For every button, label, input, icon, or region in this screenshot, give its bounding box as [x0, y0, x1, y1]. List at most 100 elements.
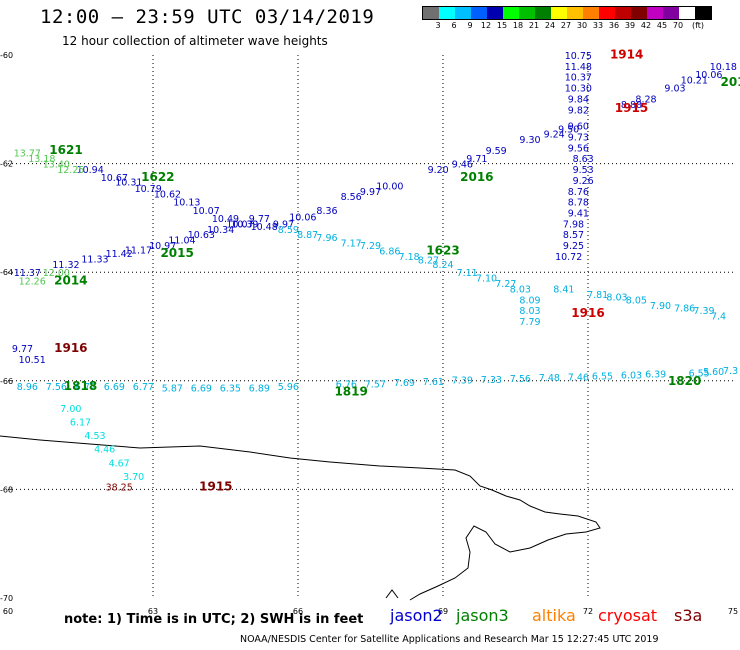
wave-height-label: 7.98	[563, 219, 584, 230]
wave-height-label: 8.05	[626, 295, 647, 306]
wave-height-label: 10.06	[695, 70, 722, 81]
color-scale-tick: 12	[480, 21, 492, 30]
wave-height-label: 10.18	[710, 62, 737, 73]
wave-height-label: 10.37	[565, 73, 592, 84]
color-scale-bar	[422, 6, 712, 20]
pass-number-label: 1622	[141, 170, 174, 184]
wave-height-label: 3.70	[123, 472, 144, 483]
track-jason3-e: 7.00 6.17 4.53 4.46 4.67 3.70	[60, 404, 144, 483]
wave-height-label: 8.96	[17, 382, 38, 393]
wave-height-label: 8.88	[621, 100, 642, 111]
page-title: 12:00 – 23:59 UTC 03/14/2019	[40, 6, 375, 28]
color-scale-ticks: 3 6 9 12 15 18 21 24 27 30 33 36 39 42 45 70 (ft)	[422, 20, 712, 34]
wave-height-label: 9.73	[568, 132, 589, 143]
track-jason2-c: 9.20 9.469.719.59 9.30 9.249.509.60	[428, 122, 589, 176]
wave-height-label: 8.59	[278, 225, 299, 236]
wave-height-label: 9.56	[568, 143, 589, 154]
wave-height-label: 7.96	[316, 233, 337, 244]
wave-height-label: 9.41	[568, 208, 589, 219]
color-scale-cell	[647, 7, 663, 19]
wave-height-label: 13.18	[28, 154, 55, 165]
track-jason2-b: 11.37 11.32 11.3311.4211.1710.9711.0410.63…	[14, 214, 270, 279]
wave-height-label: 6.69	[191, 383, 212, 394]
wave-height-label: 8.24	[432, 260, 453, 271]
wave-height-label: 9.59	[486, 146, 507, 157]
wave-height-label: 10.97	[149, 241, 176, 252]
wave-height-label: 8.76	[568, 187, 589, 198]
wave-height-label: 9.84	[568, 94, 589, 105]
wave-height-label: 10.62	[154, 189, 181, 200]
wave-height-label: 10.94	[77, 165, 104, 176]
wave-height-label: 9.20	[428, 165, 449, 176]
wave-height-label: 6.77	[133, 382, 154, 393]
wave-height-label: 8.57	[563, 230, 584, 241]
pass-number-label: 201	[720, 75, 740, 89]
satellite-legend-jason2: jason2	[390, 606, 443, 625]
color-scale-tick: 18	[512, 21, 524, 30]
lat-tick-label: -70	[0, 594, 13, 603]
wave-height-label: 6.69	[104, 382, 125, 393]
wave-height-label: 10.13	[173, 198, 200, 209]
wave-height-label: 5.60	[703, 367, 724, 378]
lat-tick-label: -64	[0, 268, 13, 277]
antarctic-coastline-fragment	[385, 589, 399, 599]
wave-height-label: 5.87	[162, 383, 183, 394]
pass-number-label: 2015	[160, 246, 193, 260]
color-scale-cell	[679, 7, 695, 19]
wave-height-label: 10.00	[376, 181, 403, 192]
wave-height-label: 9.97	[360, 187, 381, 198]
wave-height-label: 13.77	[14, 149, 41, 160]
wave-height-label: 7.29	[360, 241, 381, 252]
color-scale-tick: 15	[496, 21, 508, 30]
wave-height-label: 10.49	[212, 214, 239, 225]
wave-height-label: 7.79	[519, 317, 540, 328]
wave-height-label: 4.67	[109, 458, 130, 469]
wave-height-label: 6.55	[592, 371, 613, 382]
color-scale-tick: 24	[544, 21, 556, 30]
wave-height-label: 10.34	[207, 225, 234, 236]
wave-height-label: 8.63	[573, 154, 594, 165]
wave-height-label: 7.18	[399, 252, 420, 263]
color-scale-cell	[487, 7, 503, 19]
pass-number-label: 1916	[571, 306, 604, 320]
wave-height-label: 8.03	[510, 284, 531, 295]
wave-height-label: 11.42	[106, 249, 133, 260]
wave-height-label: 6.39	[645, 370, 666, 381]
satellite-legend-s3a: s3a	[674, 606, 703, 625]
grid-lines	[8, 55, 733, 598]
credit-line: NOAA/NESDIS Center for Satellite Applica…	[240, 634, 659, 645]
pass-number-label: 2014	[54, 273, 87, 287]
wave-height-label: 8.56	[341, 192, 362, 203]
wave-height-label: 10.07	[226, 219, 253, 230]
satellite-legend-jason3: jason3	[456, 606, 509, 625]
lon-tick-label: 66	[293, 607, 303, 616]
wave-height-label: 8.28	[635, 94, 656, 105]
wave-height-label: 9.77	[12, 344, 33, 355]
wave-height-label: 4.46	[94, 445, 115, 456]
wave-height-label: 8.87	[297, 230, 318, 241]
wave-height-label: 7.00	[60, 404, 81, 415]
wave-height-label: 10.39	[231, 219, 258, 230]
wave-height-label: 9.60	[568, 122, 589, 133]
wave-height-label: 6.76	[336, 380, 357, 391]
wave-height-label: 7.39	[693, 306, 714, 317]
wave-height-label: 7.11	[457, 268, 478, 279]
color-scale-cell	[615, 7, 631, 19]
color-scale-tick: 6	[451, 21, 457, 30]
wave-height-label: 11.48	[565, 62, 592, 73]
pass-number-label: 2016	[460, 170, 493, 184]
wave-height-label: 6.77	[75, 382, 96, 393]
lon-tick-label: 63	[148, 607, 158, 616]
color-scale-cell	[599, 7, 615, 19]
color-scale-cell	[583, 7, 599, 19]
lat-tick-label: -60	[0, 51, 13, 60]
color-scale-tick: 33	[592, 21, 604, 30]
wave-height-label: 12.25	[57, 165, 84, 176]
lon-tick-label: 60	[3, 607, 13, 616]
wave-height-label: 10.30	[565, 84, 592, 95]
